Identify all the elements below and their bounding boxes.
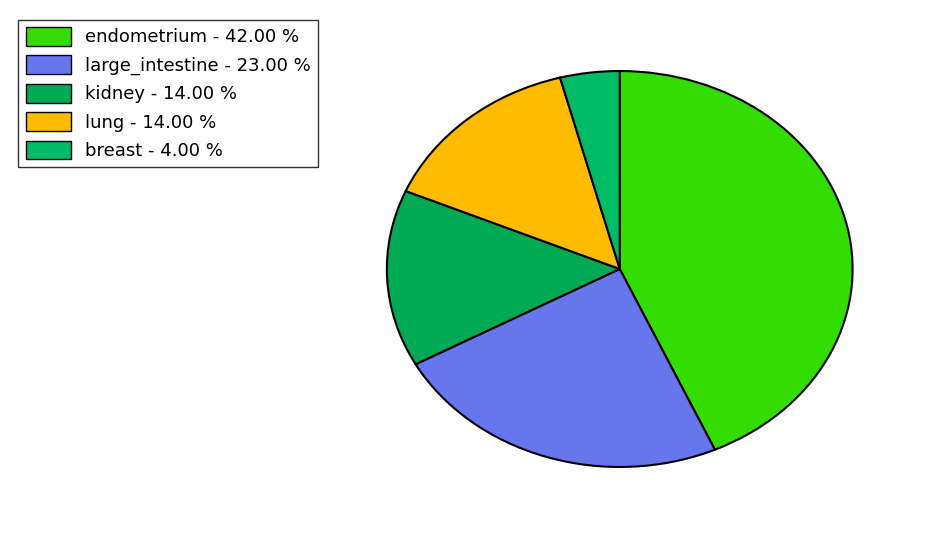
Wedge shape	[620, 71, 853, 450]
Wedge shape	[416, 269, 715, 467]
Legend: endometrium - 42.00 %, large_intestine - 23.00 %, kidney - 14.00 %, lung - 14.00: endometrium - 42.00 %, large_intestine -…	[19, 20, 318, 167]
Wedge shape	[387, 191, 620, 364]
Wedge shape	[560, 71, 620, 269]
Wedge shape	[406, 77, 620, 269]
